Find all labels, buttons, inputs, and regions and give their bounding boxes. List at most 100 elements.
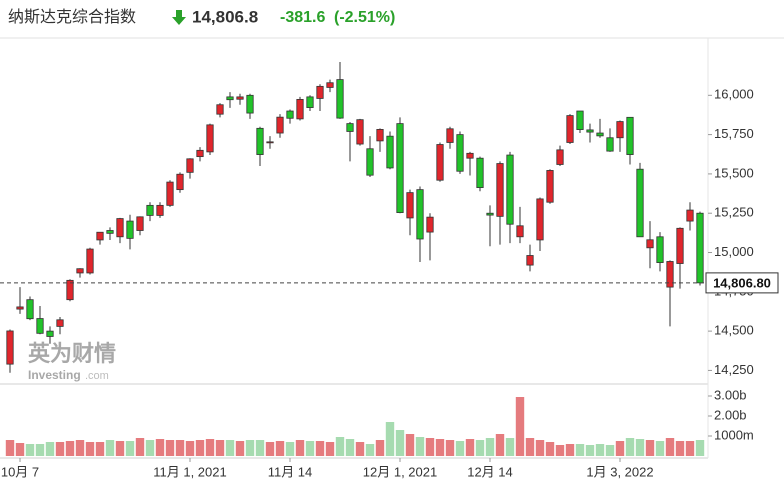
candle-body [226,96,234,101]
volume-bar [295,440,305,456]
candle-body [596,132,604,137]
x-tick-label: 11月 1, 2021 [153,464,226,479]
x-tick-label: 12月 14 [467,464,513,479]
candle-body [266,141,274,144]
volume-bar [125,441,135,456]
volume-bar [335,437,345,456]
volume-bar [405,434,415,456]
candle-body [456,134,464,172]
volume-bar [25,444,35,456]
candle-body [206,124,214,153]
candle-body [96,231,104,241]
volume-bar [595,444,605,456]
candle-body [16,306,24,310]
volume-bar [175,440,185,456]
volume-bar [445,440,455,456]
candle-body [136,216,144,231]
last-price-box [705,272,779,294]
candle-body [636,168,644,238]
candle-body [506,154,514,225]
change-pct: (-2.51%) [334,9,395,26]
candle-body [306,96,314,108]
volume-bar [615,441,625,456]
volume-bar [35,444,45,456]
volume-bar [185,441,195,456]
candle-body [556,149,564,165]
volume-bar [555,445,565,456]
candle-body [376,129,384,142]
volume-bar [195,440,205,456]
candle-body [386,135,394,169]
volume-bar [325,442,335,456]
candle-body [676,227,684,264]
candle-body [656,236,664,263]
volume-bar [205,439,215,456]
volume-bar [665,438,675,456]
volume-bar [525,438,535,456]
volume-bar [265,442,275,456]
volume-bar [685,441,695,456]
candle-body [276,116,284,134]
volume-bar [145,440,155,456]
watermark-brand: 英为财情 [28,341,116,366]
volume-bar [455,441,465,456]
candle-body [486,212,494,216]
candle-body [246,94,254,114]
candle-body [216,104,224,115]
candle-body [526,255,534,266]
candle-body [686,209,694,222]
volume-bar [65,441,75,456]
volume-bar [305,441,315,456]
candle-body [436,144,444,181]
volume-bar [535,440,545,456]
volume-bar [345,439,355,456]
volume-bar [625,438,635,456]
volume-bar [75,440,85,456]
candle-body [286,110,294,119]
x-tick-label: 11月 14 [268,464,313,479]
candle-body [496,163,504,217]
candle-body [86,248,94,274]
volume-bar [375,440,385,456]
candle-body [446,128,454,143]
candle-body [156,204,164,216]
candle-body [166,181,174,206]
volume-bar [695,440,705,456]
candle-body [536,198,544,241]
down-arrow [172,10,186,25]
candle-body [46,330,54,337]
candle-body [476,157,484,188]
candle-body [396,123,404,213]
candle-body [406,192,414,219]
x-tick-label: 10月 7 [1,464,39,479]
y-tick-label: 15,750 [714,126,754,141]
volume-bar [415,437,425,456]
candle-body [6,330,14,365]
price: 14,806.8 [192,7,258,26]
change: -381.6 [280,9,325,26]
candle-body [26,299,34,320]
y-tick-label: 15,500 [714,165,754,180]
candle-body [256,127,264,155]
y-tick-label: 14,500 [714,323,754,338]
volume-bar [355,442,365,456]
volume-bar [225,440,235,456]
volume-bar [285,442,295,456]
y-tick-label: 15,000 [714,244,754,259]
volume-bar [545,442,555,456]
candle-body [426,216,434,233]
volume-bar [515,397,525,456]
volume-bar [255,440,265,456]
watermark-domain: .com [85,370,109,382]
candle-body [466,152,474,159]
volume-tick-label: 3.00b [714,387,747,402]
candle-body [236,96,244,100]
volume-bar [485,438,495,456]
volume-bar [155,439,165,456]
volume-bar [245,440,255,456]
volume-bar [605,445,615,456]
index-title: 纳斯达克综合指数 [8,8,136,26]
volume-bar [585,445,595,456]
candle-body [576,110,584,130]
